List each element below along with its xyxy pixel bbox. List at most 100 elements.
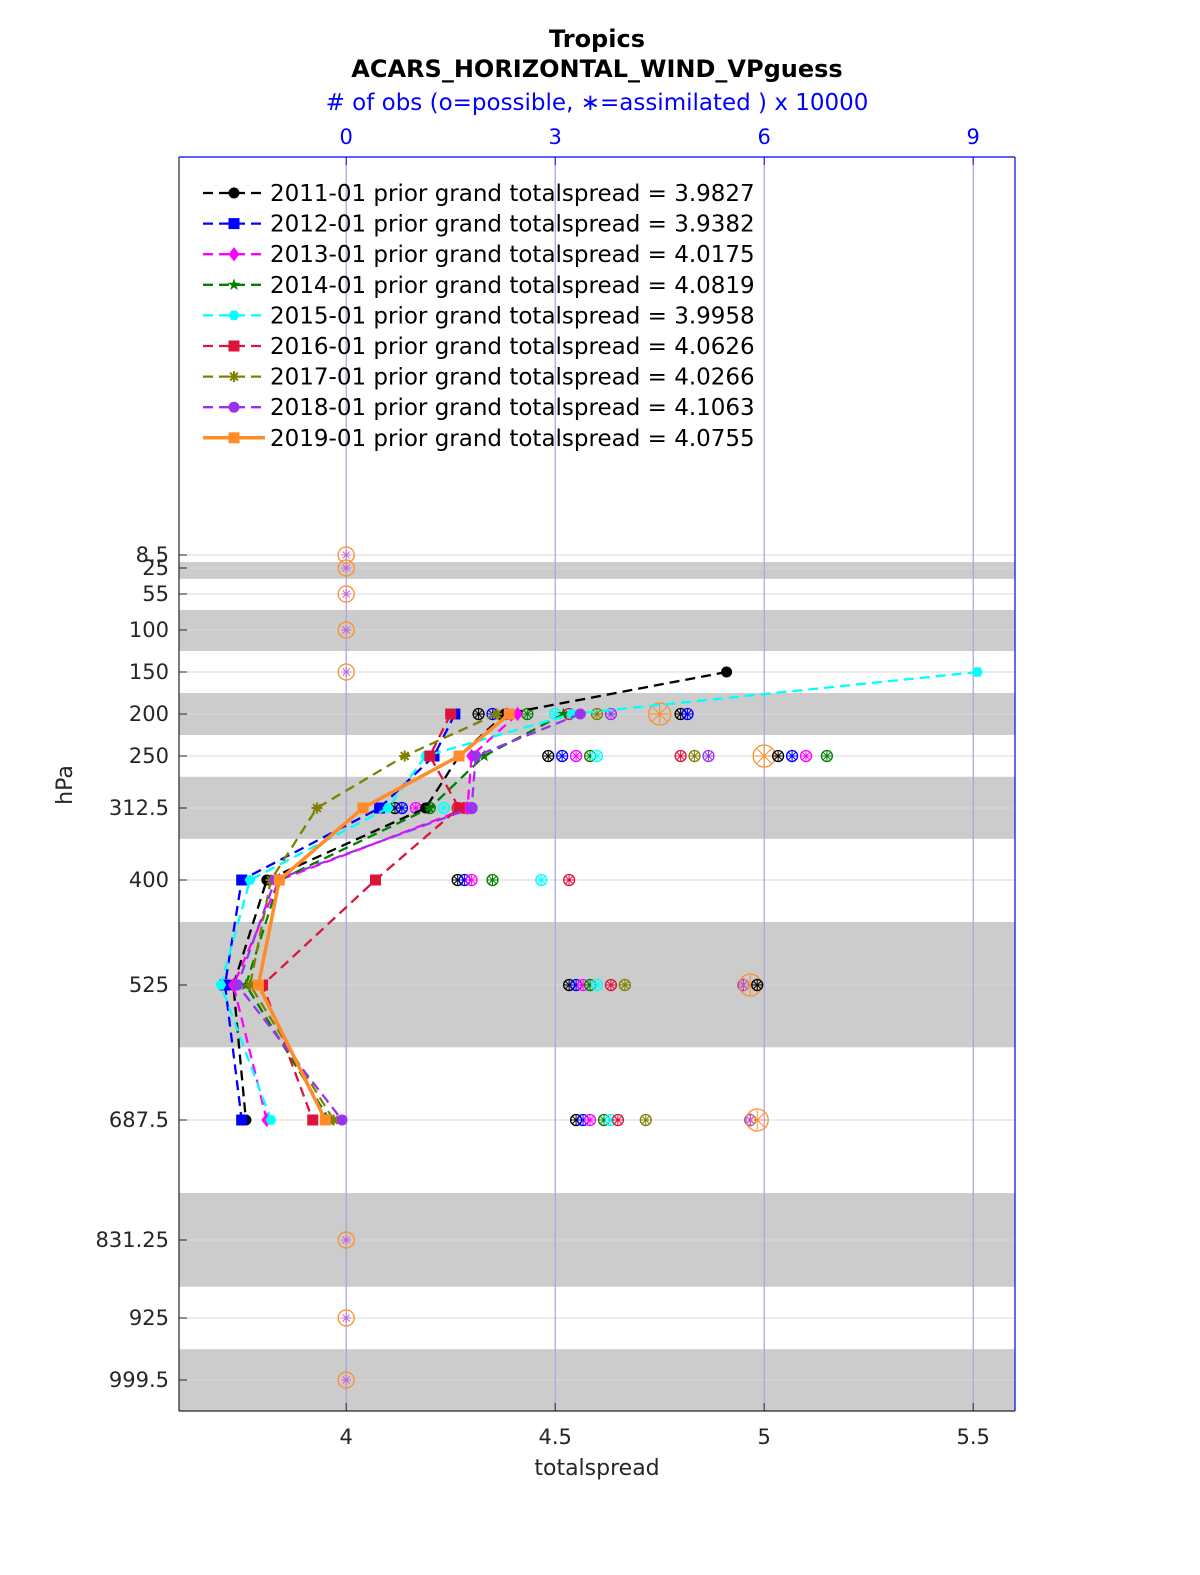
series-line-8 [236, 712, 581, 1121]
obs-count-marker [583, 1113, 597, 1127]
data-point [307, 1114, 319, 1126]
y-tick-label: 312.5 [109, 796, 169, 820]
obs-count-marker [472, 707, 485, 721]
x-tick-label: 4 [340, 1425, 353, 1449]
data-point [336, 1114, 348, 1126]
legend-marker [228, 371, 240, 383]
obs-count-marker [702, 749, 715, 763]
legend-marker [228, 187, 240, 199]
obs-count-marker [604, 707, 618, 721]
y-tick-label: 200 [129, 702, 169, 726]
data-point [374, 802, 386, 814]
obs-count-marker [395, 801, 409, 815]
x-tick-label: 5.5 [956, 1425, 989, 1449]
obs-count-markers [337, 546, 834, 1389]
data-point [721, 666, 733, 678]
obs-count-marker [337, 1309, 355, 1327]
data-point [311, 802, 323, 814]
top-tick-label: 9 [967, 125, 980, 149]
legend-entry: 2017-01 prior grand totalspread = 4.0266 [203, 365, 755, 391]
data-point [503, 708, 515, 720]
obs-count-marker [799, 749, 813, 763]
obs-count-marker [752, 744, 776, 768]
legend-entry: 2014-01 prior grand totalspread = 4.0819 [203, 273, 755, 299]
top-axis-label: # of obs (o=possible, ∗=assimilated ) x … [326, 90, 869, 116]
legend-entry: 2019-01 prior grand totalspread = 4.0755 [203, 426, 755, 452]
y-tick-label: 687.5 [109, 1108, 169, 1132]
obs-count-marker [820, 749, 834, 763]
legend-label: 2018-01 prior grand totalspread = 4.1063 [270, 395, 755, 421]
legend-label: 2013-01 prior grand totalspread = 4.0175 [270, 242, 755, 268]
y-tick-label: 999.5 [109, 1368, 169, 1392]
top-tick-label: 6 [758, 125, 771, 149]
data-point [369, 874, 381, 886]
y-tick-label: 925 [129, 1306, 169, 1330]
chart-title: Tropics [549, 25, 645, 53]
x-tick-label: 5 [758, 1425, 771, 1449]
legend-label: 2019-01 prior grand totalspread = 4.0755 [270, 426, 755, 452]
data-point [466, 802, 478, 814]
obs-count-marker [569, 749, 583, 763]
data-point [232, 979, 244, 991]
legend-entry: 2013-01 prior grand totalspread = 4.0175 [203, 242, 755, 268]
legend-marker [228, 401, 240, 413]
legend-label: 2012-01 prior grand totalspread = 3.9382 [270, 212, 755, 238]
data-point [512, 706, 524, 722]
obs-count-marker [674, 749, 687, 763]
obs-count-marker [437, 801, 450, 815]
legend-entry: 2015-01 prior grand totalspread = 3.9958 [203, 303, 755, 329]
top-tick-label: 3 [549, 125, 562, 149]
obs-count-marker [745, 1108, 769, 1132]
data-point [574, 708, 586, 720]
obs-count-marker [681, 707, 694, 721]
obs-count-marker [688, 749, 701, 763]
obs-count-marker [337, 1231, 355, 1249]
obs-count-marker [337, 585, 355, 603]
data-point [491, 708, 503, 720]
data-point [424, 750, 436, 762]
chart-subtitle: ACARS_HORIZONTAL_WIND_VPguess [351, 55, 842, 83]
data-point [236, 1114, 248, 1126]
data-point [399, 750, 411, 762]
x-tick-label: 4.5 [538, 1425, 571, 1449]
legend-marker [227, 278, 241, 291]
legend-label: 2014-01 prior grand totalspread = 4.0819 [270, 273, 755, 299]
data-point [252, 979, 264, 991]
obs-count-marker [337, 1371, 355, 1389]
y-tick-label: 100 [129, 618, 169, 642]
obs-count-marker [337, 559, 355, 577]
data-point [357, 802, 369, 814]
obs-count-marker [535, 873, 548, 887]
data-point [265, 1115, 277, 1125]
obs-count-marker [465, 873, 478, 887]
data-point [382, 803, 394, 813]
y-tick-label: 400 [129, 868, 169, 892]
obs-count-marker [542, 749, 555, 763]
data-point [423, 801, 437, 814]
legend-marker [228, 310, 240, 321]
data-point [319, 1114, 331, 1126]
y-tick-label: 8.5 [136, 543, 169, 567]
legend-entry: 2011-01 prior grand totalspread = 3.9827 [203, 181, 755, 207]
obs-count-marker [556, 749, 569, 763]
obs-count-marker [639, 1113, 652, 1127]
obs-count-marker [618, 978, 632, 992]
obs-count-marker [590, 749, 604, 763]
data-point [470, 750, 482, 762]
series-line-2 [223, 713, 456, 1121]
obs-count-marker [604, 978, 618, 992]
y-tick-label: 25 [142, 556, 169, 580]
data-point [557, 707, 570, 720]
y-axis-label: hPa [53, 765, 78, 805]
legend-entry: 2012-01 prior grand totalspread = 3.9382 [203, 212, 755, 238]
obs-count-marker [785, 749, 799, 763]
legend-marker [228, 432, 240, 444]
legend-label: 2015-01 prior grand totalspread = 3.9958 [270, 303, 755, 329]
y-tick-label: 55 [142, 582, 169, 606]
series-line-9 [256, 712, 511, 1121]
series-line-5 [219, 670, 978, 1121]
obs-count-marker [590, 707, 604, 721]
y-tick-label: 831.25 [96, 1228, 169, 1252]
obs-count-marker [337, 621, 355, 639]
series-line-7 [248, 712, 498, 1121]
